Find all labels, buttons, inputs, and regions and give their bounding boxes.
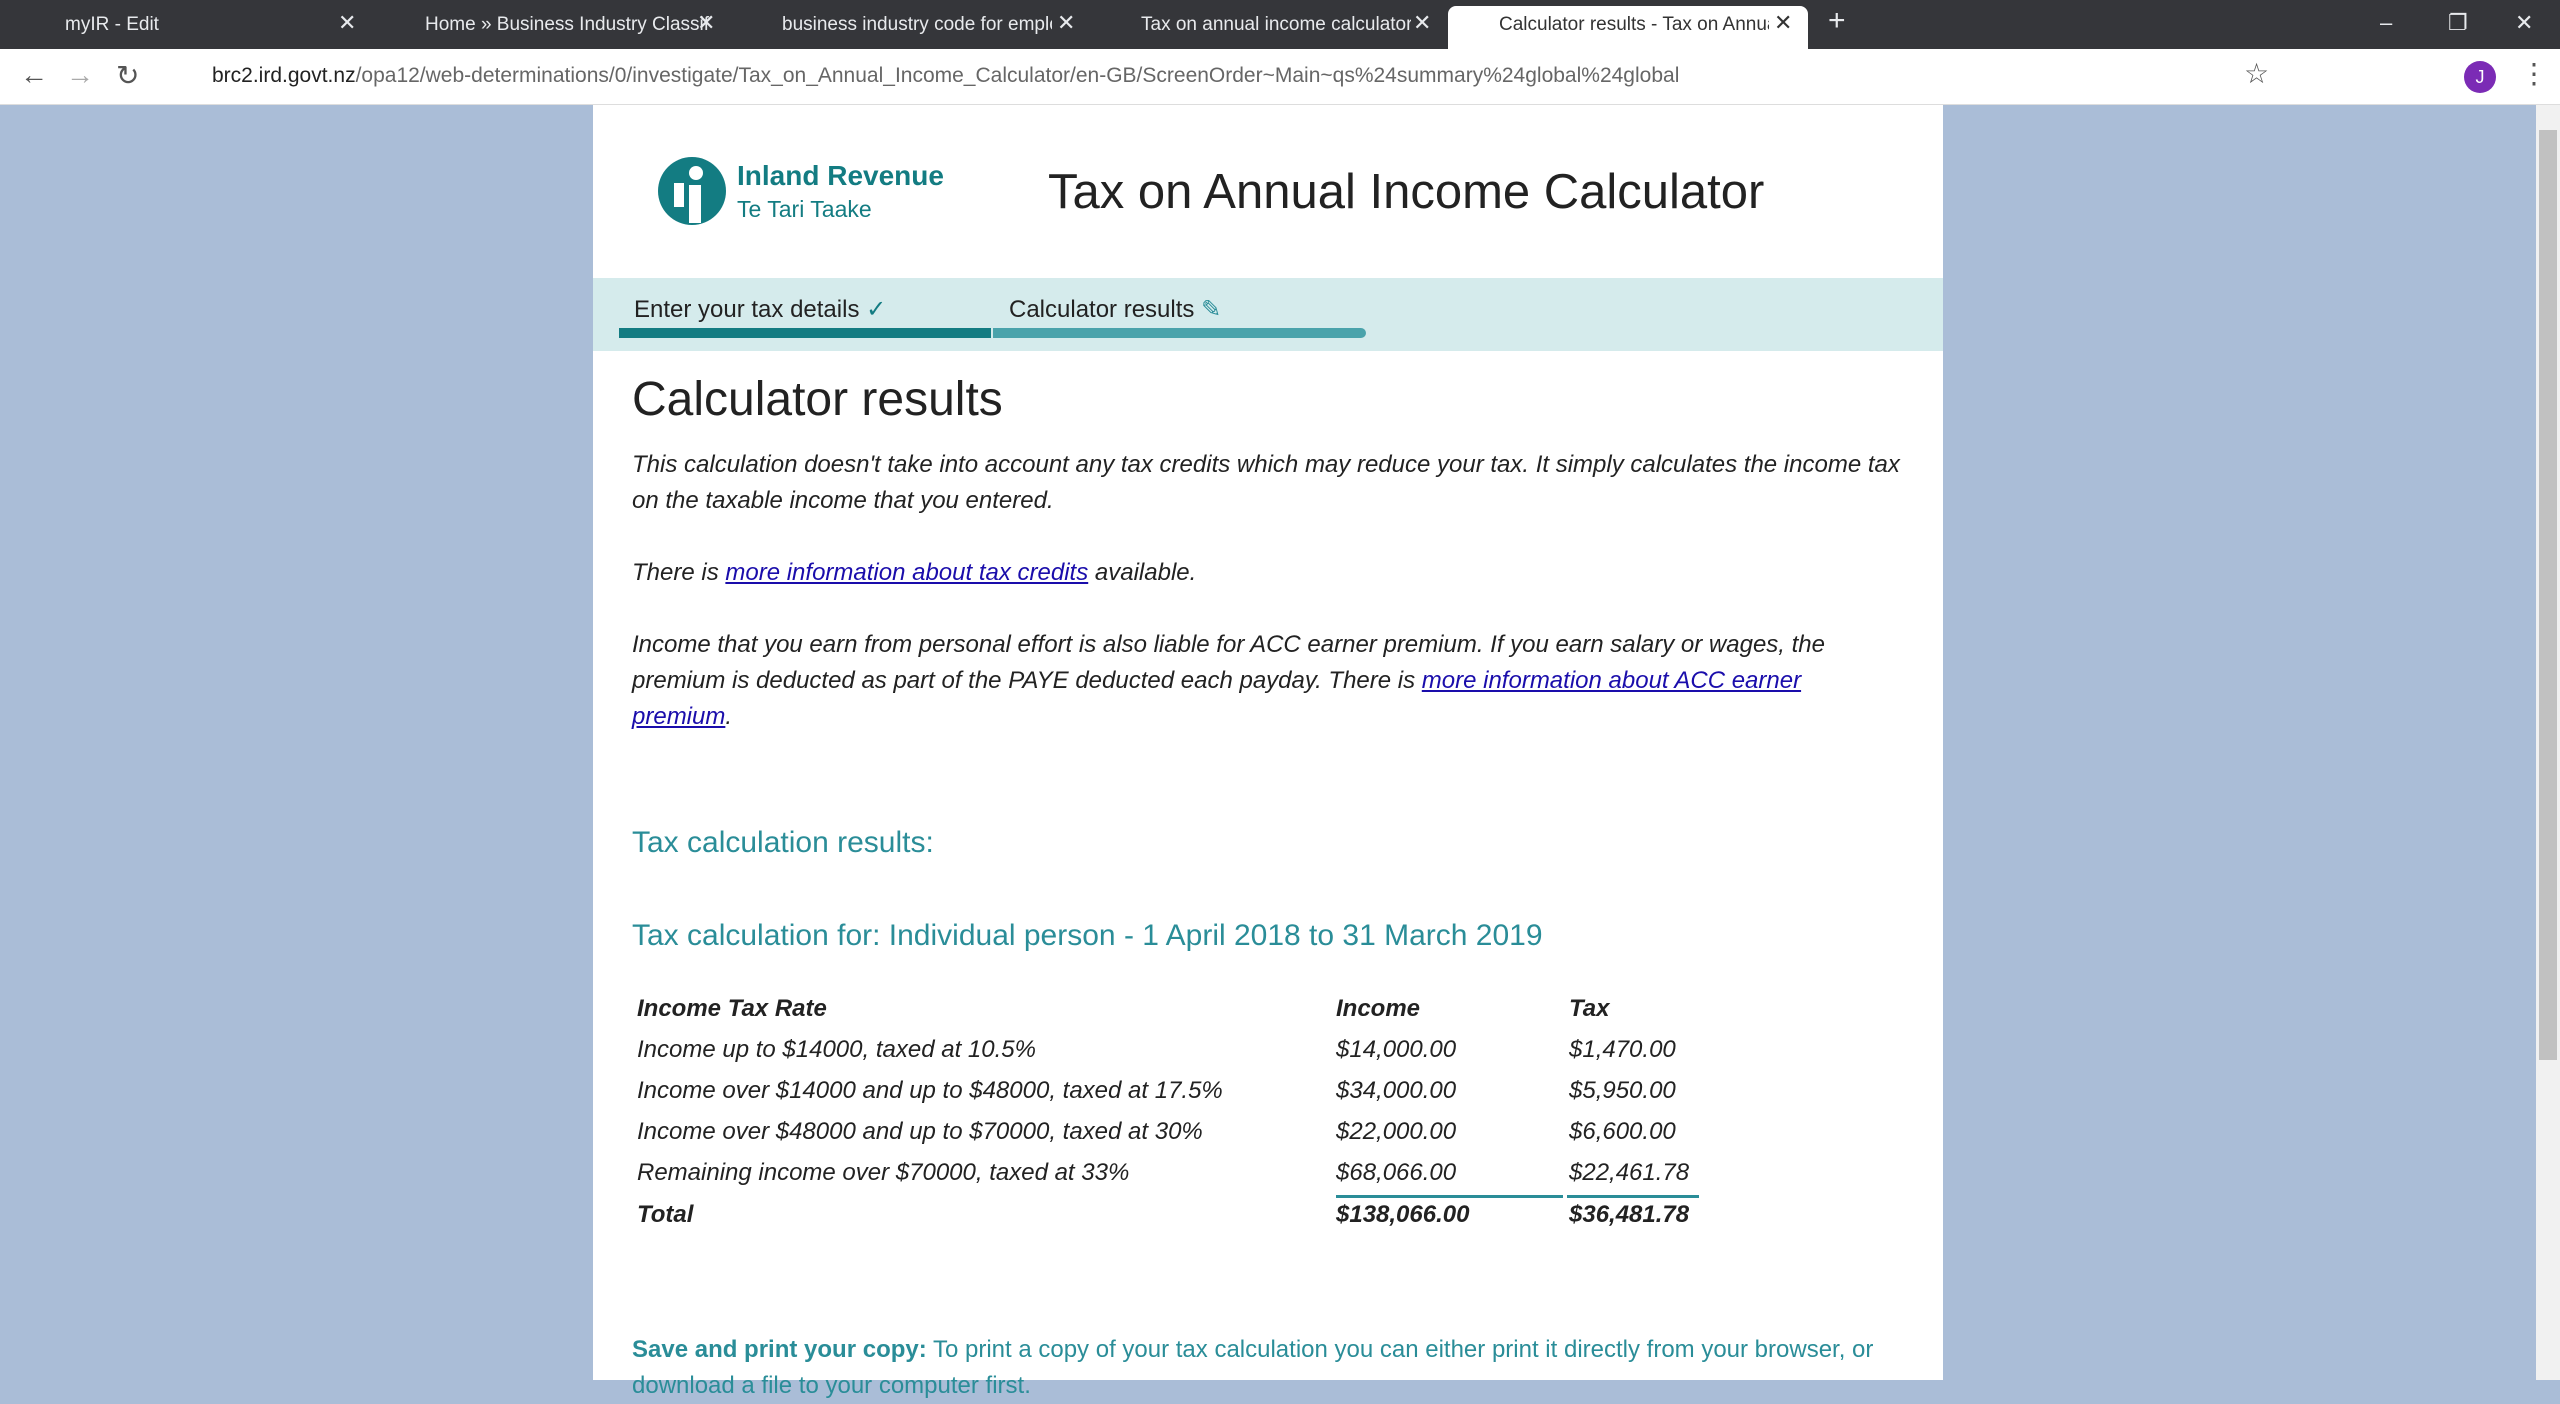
close-tab[interactable]: ✕ bbox=[1413, 10, 1432, 35]
close-tab[interactable]: ✕ bbox=[697, 10, 716, 35]
step-label: Calculator results bbox=[1009, 296, 1195, 323]
table-cell: $138,066.00 bbox=[1336, 1201, 1470, 1228]
close-window[interactable]: ✕ bbox=[2515, 10, 2534, 35]
table-cell: Income over $14000 and up to $48000, tax… bbox=[637, 1077, 1223, 1104]
progress-band bbox=[593, 278, 1943, 351]
table-cell: Income up to $14000, taxed at 10.5% bbox=[637, 1036, 1036, 1063]
address-bar: ← → ↻ brc2.ird.govt.nz/opa12/web-determi… bbox=[0, 49, 2560, 105]
scroll-thumb[interactable] bbox=[2539, 130, 2557, 1060]
close-tab[interactable]: ✕ bbox=[1774, 10, 1793, 35]
link[interactable]: more information about tax credits bbox=[725, 559, 1089, 586]
profile[interactable]: J bbox=[2464, 61, 2496, 93]
table-cell: $22,000.00 bbox=[1336, 1118, 1457, 1145]
tab[interactable]: Home » Business Industry Classif bbox=[425, 14, 710, 35]
table-cell: $34,000.00 bbox=[1336, 1077, 1457, 1104]
url-domain: brc2.ird.govt.nz bbox=[212, 64, 356, 87]
table-cell: $1,470.00 bbox=[1569, 1036, 1676, 1063]
results-heading: Tax calculation results: bbox=[632, 826, 934, 859]
sum-line bbox=[1336, 1195, 1563, 1198]
scrollbar[interactable] bbox=[2536, 105, 2560, 1380]
step-bar bbox=[619, 328, 991, 338]
save-label: Save and print your copy: bbox=[632, 1336, 927, 1363]
paragraph: Income that you earn from personal effor… bbox=[632, 627, 1862, 735]
bookmark[interactable]: ☆ bbox=[2244, 58, 2270, 89]
check: ✓ bbox=[866, 296, 887, 323]
for-heading: Tax calculation for: Individual person -… bbox=[632, 919, 1543, 952]
table-cell: Income over $48000 and up to $70000, tax… bbox=[637, 1118, 1203, 1145]
tab[interactable]: Tax on annual income calculator bbox=[1141, 14, 1411, 35]
step-label: Enter your tax details bbox=[634, 296, 860, 323]
table-cell: Income Tax Rate bbox=[637, 995, 827, 1022]
restore[interactable]: ❐ bbox=[2448, 10, 2468, 35]
text: . bbox=[725, 703, 733, 730]
table-cell: Tax bbox=[1569, 995, 1610, 1022]
table-cell: $68,066.00 bbox=[1336, 1159, 1457, 1186]
paragraph: This calculation doesn't take into accou… bbox=[632, 451, 1900, 514]
table-cell: $5,950.00 bbox=[1569, 1077, 1676, 1104]
url-path: /opa12/web-determinations/0/investigate/… bbox=[355, 64, 1680, 87]
url[interactable]: brc2.ird.govt.nz/opa12/web-determination… bbox=[212, 64, 1679, 88]
paragraph: There is more information about tax cred… bbox=[632, 555, 1912, 591]
tab[interactable]: business industry code for emplo bbox=[782, 14, 1052, 35]
link[interactable]: more information about ACC earner premiu… bbox=[632, 667, 1802, 730]
tab[interactable]: Calculator results - Tax on Annua bbox=[1499, 14, 1769, 35]
table-cell: Total bbox=[637, 1201, 694, 1228]
step-bar bbox=[993, 328, 1366, 338]
step: Calculator results ✎ bbox=[1009, 295, 1221, 324]
logo-name: Inland Revenue bbox=[737, 160, 944, 191]
pencil: ✎ bbox=[1201, 296, 1222, 323]
step: Enter your tax details ✓ bbox=[634, 295, 886, 324]
close-tab[interactable]: ✕ bbox=[338, 10, 357, 35]
table-cell: Income bbox=[1336, 995, 1421, 1022]
table-cell: $36,481.78 bbox=[1569, 1201, 1690, 1228]
sum-line bbox=[1567, 1195, 1699, 1198]
page-title: Tax on Annual Income Calculator bbox=[1048, 165, 1765, 219]
new-tab[interactable]: + bbox=[1828, 4, 1846, 37]
heading: Calculator results bbox=[632, 373, 1003, 426]
text: There is bbox=[632, 559, 726, 586]
tab-bar: myIR - Edit Home » Business Industry Cla… bbox=[0, 0, 2560, 49]
close-tab[interactable]: ✕ bbox=[1057, 10, 1076, 35]
text: Income that you earn from personal effor… bbox=[632, 631, 1825, 694]
text: available. bbox=[1088, 559, 1197, 586]
tab[interactable]: myIR - Edit bbox=[65, 14, 159, 35]
forward[interactable]: → bbox=[66, 59, 94, 90]
table-cell: Remaining income over $70000, taxed at 3… bbox=[637, 1159, 1130, 1186]
save-print: Save and print your copy: To print a cop… bbox=[632, 1332, 1912, 1404]
table-cell: $22,461.78 bbox=[1569, 1159, 1690, 1186]
table-cell: $6,600.00 bbox=[1569, 1118, 1676, 1145]
active-tab bbox=[1448, 6, 1808, 49]
minimize[interactable]: – bbox=[2380, 10, 2393, 35]
logo-icon bbox=[658, 157, 726, 225]
logo-sub: Te Tari Taake bbox=[737, 196, 872, 222]
reload[interactable]: ↻ bbox=[116, 60, 140, 91]
table-cell: $14,000.00 bbox=[1336, 1036, 1457, 1063]
back[interactable]: ← bbox=[20, 59, 48, 90]
menu[interactable]: ⋮ bbox=[2520, 58, 2548, 89]
